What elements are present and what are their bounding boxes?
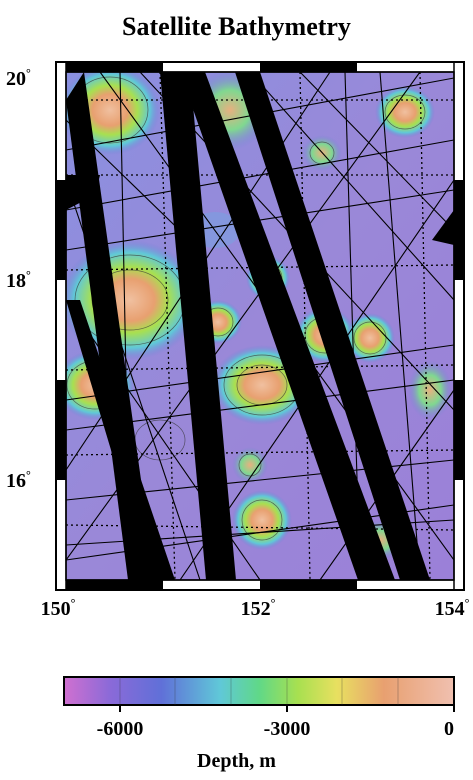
lon-tick-label: 154° [435, 596, 470, 620]
lat-tick-label: 20° [6, 66, 31, 90]
lat-tick-label: 18° [6, 268, 31, 292]
map-title: Satellite Bathymetry [122, 12, 351, 41]
colorbar-ramp [63, 676, 455, 706]
lon-tick-label: 150° [41, 596, 76, 620]
bathymetry-field [66, 72, 454, 580]
lat-tick-label: 16° [6, 468, 31, 492]
seamount [232, 490, 292, 550]
seamount [232, 447, 268, 483]
lon-tick-label: 152° [241, 596, 276, 620]
swath-tracks [66, 72, 454, 580]
seamount [408, 360, 452, 420]
map-border [55, 61, 465, 591]
colorbar-tick-label: -6000 [96, 718, 144, 740]
colorbar-tick-label: -3000 [263, 718, 311, 740]
colorbar-tick-label: 0 [444, 718, 454, 740]
colorbar-title: Depth, m [197, 750, 276, 772]
seamount [345, 313, 395, 363]
seamount [375, 86, 435, 138]
colorbar [63, 676, 455, 712]
